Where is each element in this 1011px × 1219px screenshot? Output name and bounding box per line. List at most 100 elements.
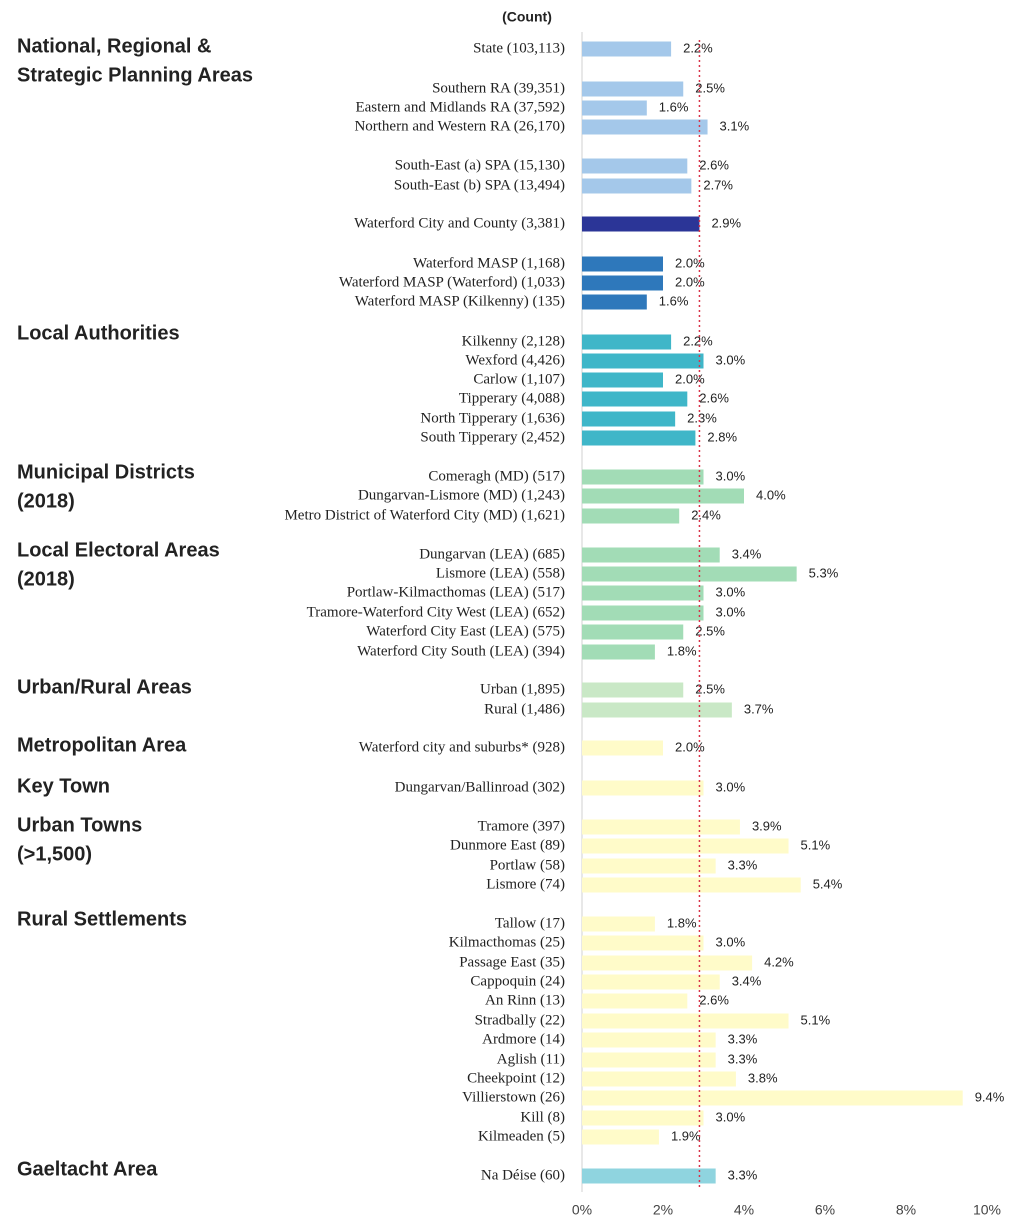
value-label: 3.0% xyxy=(716,584,746,599)
category-label: Waterford City East (LEA) (575) xyxy=(366,623,565,639)
category-label: Cappoquin (24) xyxy=(470,973,565,989)
bar xyxy=(582,993,688,1009)
bar xyxy=(582,780,704,796)
category-label: Waterford MASP (Waterford) (1,033) xyxy=(339,274,565,290)
bar xyxy=(582,682,684,698)
value-label: 2.4% xyxy=(691,507,721,522)
x-tick-label: 2% xyxy=(653,1202,673,1218)
value-label: 2.9% xyxy=(711,215,741,230)
bar xyxy=(582,430,696,446)
value-label: 5.1% xyxy=(801,1012,831,1027)
bar xyxy=(582,838,789,854)
section-title: Urban/Rural Areas xyxy=(17,676,192,698)
category-label: Lismore (74) xyxy=(486,876,565,892)
category-label: Metro District of Waterford City (MD) (1… xyxy=(284,507,565,523)
bar xyxy=(582,256,663,272)
bar xyxy=(582,508,680,524)
category-label: Kilkenny (2,128) xyxy=(462,333,565,349)
bar xyxy=(582,585,704,601)
bar xyxy=(582,334,672,350)
value-label: 1.9% xyxy=(671,1128,701,1143)
value-label: 1.8% xyxy=(667,643,697,658)
bar xyxy=(582,1110,704,1126)
bar xyxy=(582,100,647,116)
value-label: 5.3% xyxy=(809,565,839,580)
category-label: Cheekpoint (12) xyxy=(467,1070,565,1086)
value-label: 5.4% xyxy=(813,876,843,891)
bar xyxy=(582,1032,716,1048)
category-label: Southern RA (39,351) xyxy=(432,80,565,96)
bar xyxy=(582,974,720,990)
value-label: 3.3% xyxy=(728,1167,758,1182)
category-label: Lismore (LEA) (558) xyxy=(436,565,565,581)
value-label: 2.2% xyxy=(683,333,713,348)
value-label: 3.0% xyxy=(716,779,746,794)
bar xyxy=(582,740,663,756)
category-label: Aglish (11) xyxy=(497,1051,565,1067)
value-label: 2.7% xyxy=(703,177,733,192)
bar xyxy=(582,1129,659,1145)
value-label: 3.0% xyxy=(716,1109,746,1124)
bar xyxy=(582,935,704,951)
value-label: 1.6% xyxy=(659,293,689,308)
bar xyxy=(582,566,797,582)
category-label: Tipperary (4,088) xyxy=(459,390,565,406)
category-label: Rural (1,486) xyxy=(484,701,565,717)
value-label: 2.0% xyxy=(675,274,705,289)
section-title: (2018) xyxy=(17,568,75,590)
x-tick-label: 4% xyxy=(734,1202,754,1218)
x-tick-label: 8% xyxy=(896,1202,916,1218)
value-label: 5.1% xyxy=(801,837,831,852)
category-label: South Tipperary (2,452) xyxy=(420,429,565,445)
category-label: Portlaw (58) xyxy=(490,857,565,873)
section-title: Local Electoral Areas xyxy=(17,539,220,561)
value-label: 2.6% xyxy=(699,157,729,172)
category-label: Portlaw-Kilmacthomas (LEA) (517) xyxy=(347,584,565,600)
value-label: 2.3% xyxy=(687,410,717,425)
bar xyxy=(582,1013,789,1029)
bar xyxy=(582,1071,736,1087)
bar xyxy=(582,353,704,369)
bar xyxy=(582,119,708,135)
category-label: South-East (a) SPA (15,130) xyxy=(395,157,565,173)
category-label: Na Déise (60) xyxy=(481,1167,565,1183)
value-label: 3.1% xyxy=(720,118,750,133)
section-title: Municipal Districts xyxy=(17,461,195,483)
bar xyxy=(582,469,704,485)
category-label: Kilmeaden (5) xyxy=(478,1128,565,1144)
category-label: Comeragh (MD) (517) xyxy=(428,468,565,484)
section-title: Local Authorities xyxy=(17,322,180,344)
section-title: (>1,500) xyxy=(17,843,92,865)
bar xyxy=(582,488,744,504)
value-label: 2.6% xyxy=(699,390,729,405)
bar xyxy=(582,819,740,835)
bar xyxy=(582,877,801,893)
value-label: 2.0% xyxy=(675,255,705,270)
section-title: (2018) xyxy=(17,490,75,512)
bar xyxy=(582,1168,716,1184)
value-label: 2.5% xyxy=(695,623,725,638)
category-label: Ardmore (14) xyxy=(482,1031,565,1047)
value-label: 2.5% xyxy=(695,681,725,696)
section-title: Key Town xyxy=(17,775,110,797)
category-label: Tramore-Waterford City West (LEA) (652) xyxy=(307,604,565,620)
x-tick-label: 10% xyxy=(973,1202,1001,1218)
category-label: Northern and Western RA (26,170) xyxy=(354,118,565,134)
bar xyxy=(582,1090,963,1106)
bar xyxy=(582,158,688,174)
value-label: 3.7% xyxy=(744,701,774,716)
bar xyxy=(582,411,676,427)
bar xyxy=(582,858,716,874)
value-label: 3.8% xyxy=(748,1070,778,1085)
bar xyxy=(582,644,655,660)
value-label: 3.0% xyxy=(716,352,746,367)
category-label: Waterford City and County (3,381) xyxy=(354,215,565,231)
value-label: 4.0% xyxy=(756,487,786,502)
bar xyxy=(582,916,655,932)
bar xyxy=(582,624,684,640)
value-label: 1.6% xyxy=(659,99,689,114)
category-label: Waterford MASP (Kilkenny) (135) xyxy=(355,293,565,309)
section-title: Metropolitan Area xyxy=(17,734,187,756)
bar xyxy=(582,702,732,718)
